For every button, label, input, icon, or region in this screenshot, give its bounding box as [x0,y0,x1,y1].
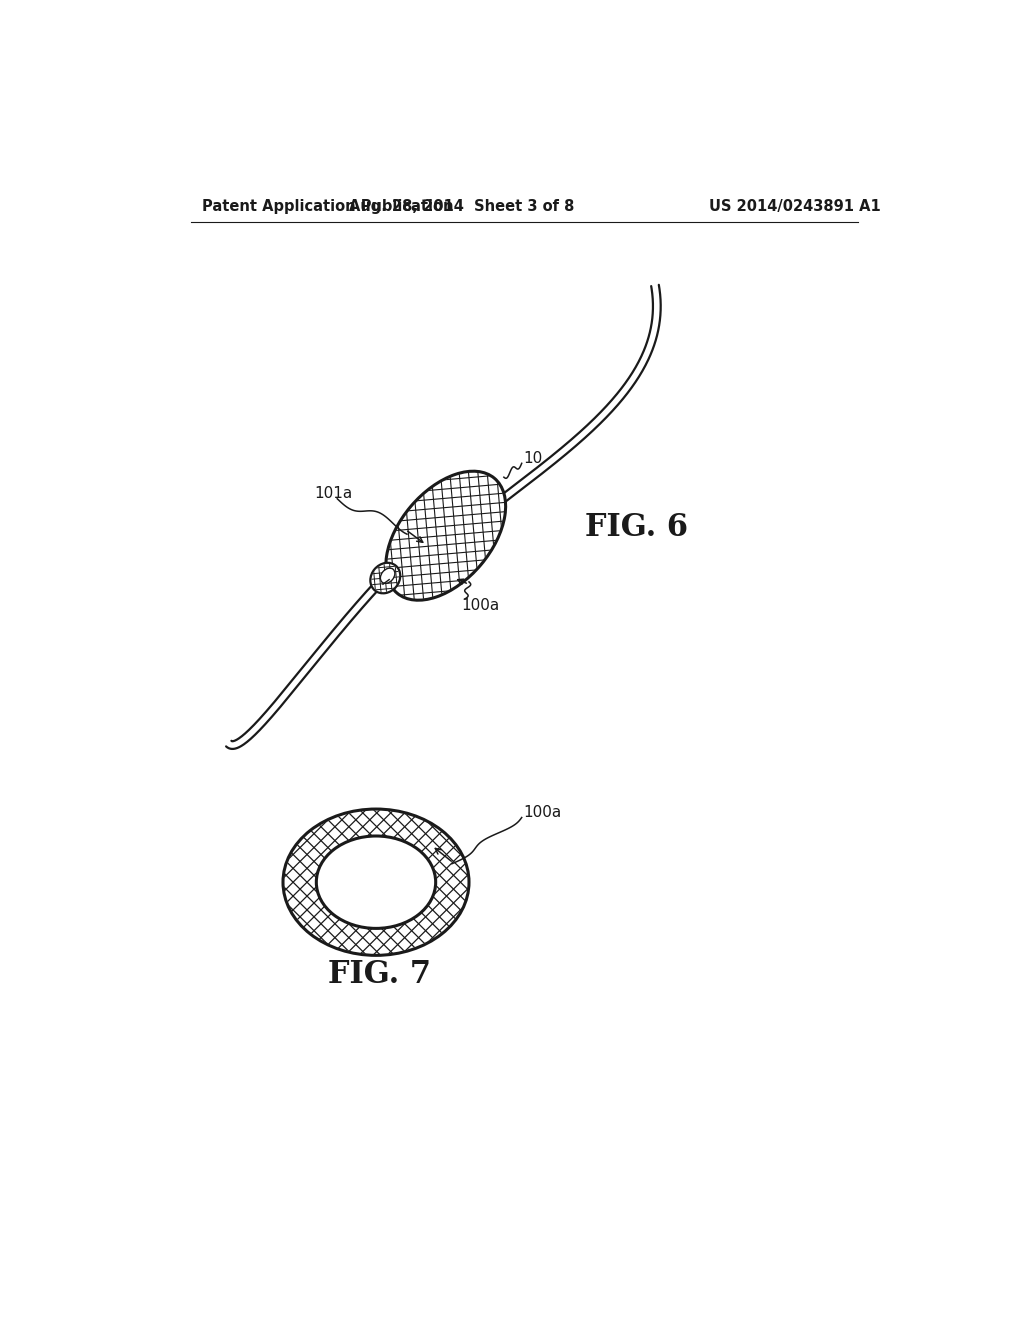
Text: 101a: 101a [314,486,352,500]
Text: Patent Application Publication: Patent Application Publication [202,198,454,214]
Ellipse shape [371,562,400,593]
Text: Aug. 28, 2014  Sheet 3 of 8: Aug. 28, 2014 Sheet 3 of 8 [348,198,573,214]
Text: 100a: 100a [523,805,561,821]
Text: FIG. 7: FIG. 7 [328,960,431,990]
Ellipse shape [386,471,506,601]
Ellipse shape [380,568,395,583]
Text: 10: 10 [523,451,543,466]
Text: US 2014/0243891 A1: US 2014/0243891 A1 [710,198,881,214]
Ellipse shape [316,836,435,928]
Text: 100a: 100a [461,598,500,612]
Ellipse shape [283,809,469,956]
Text: FIG. 6: FIG. 6 [586,512,688,544]
